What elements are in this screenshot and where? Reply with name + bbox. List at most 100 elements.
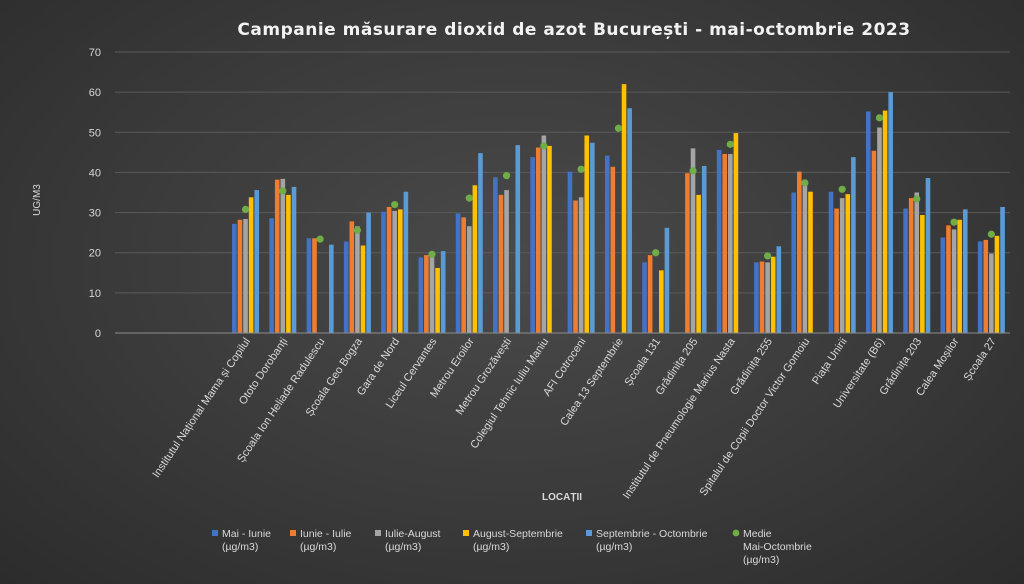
bar <box>994 235 1000 333</box>
bar <box>1000 206 1005 333</box>
bar <box>355 226 360 333</box>
legend-label: Septembrie - Octombrie <box>596 528 708 540</box>
bar <box>312 238 317 333</box>
bar <box>498 194 504 333</box>
bar <box>493 177 498 333</box>
bar <box>962 209 968 333</box>
average-point <box>279 187 287 195</box>
legend-swatch <box>290 530 296 536</box>
bar <box>776 246 782 333</box>
bar <box>243 218 248 333</box>
average-point <box>614 124 623 132</box>
bar <box>254 190 260 333</box>
bar <box>403 191 409 333</box>
bar <box>291 186 297 333</box>
y-tick-label: 30 <box>89 208 101 220</box>
bar <box>888 92 893 334</box>
bar <box>343 241 349 333</box>
average-point <box>950 218 958 226</box>
y-tick-label: 60 <box>89 87 101 99</box>
bar <box>808 191 813 333</box>
bar <box>839 198 845 333</box>
bar <box>286 194 291 333</box>
bar <box>659 270 664 333</box>
bar <box>515 145 521 333</box>
average-point <box>465 194 473 202</box>
y-tick-label: 10 <box>89 288 101 300</box>
legend-label: (µg/m3) <box>385 541 421 553</box>
legend-swatch <box>212 530 218 536</box>
average-point <box>764 252 772 260</box>
average-point <box>540 142 548 150</box>
bar <box>381 211 386 333</box>
bar <box>349 221 355 333</box>
legend-label: Medie <box>743 528 772 540</box>
y-tick-label: 70 <box>89 47 101 59</box>
category-label: Școala 131 <box>622 336 663 388</box>
bars <box>232 84 1005 334</box>
bar <box>455 213 461 333</box>
bar <box>733 133 739 333</box>
bar <box>845 194 851 333</box>
bar <box>877 127 882 334</box>
legend-swatch <box>586 530 592 536</box>
average-markers <box>241 114 995 260</box>
bar <box>232 223 237 333</box>
average-point <box>502 172 511 180</box>
y-axis-label: UG/M3 <box>32 184 43 216</box>
legend: Mai - Iunie(µg/m3)Iunie - Iulie(µg/m3)Iu… <box>212 528 812 566</box>
bar <box>690 148 696 333</box>
bar <box>989 253 994 333</box>
bar <box>306 238 312 333</box>
bar <box>472 185 478 333</box>
x-axis-label: LOCAȚII <box>542 492 582 503</box>
bar <box>925 178 931 333</box>
bar <box>647 255 653 333</box>
bar <box>584 135 590 333</box>
bar <box>541 135 547 333</box>
bar <box>478 153 483 333</box>
category-labels: Institutul Național Mama și CopilulOtoto… <box>150 335 998 501</box>
bar <box>280 178 286 333</box>
bar <box>765 262 770 333</box>
bar <box>957 219 962 333</box>
bar <box>424 255 429 333</box>
bar <box>701 166 707 333</box>
bar <box>642 262 647 333</box>
bar <box>386 206 392 333</box>
legend-label: (µg/m3) <box>222 541 258 553</box>
bar <box>754 262 759 333</box>
average-point <box>316 235 324 243</box>
legend-label: (µg/m3) <box>743 554 779 566</box>
bar <box>392 210 397 333</box>
bar <box>269 218 274 333</box>
legend-marker <box>732 529 740 537</box>
y-tick-label: 50 <box>89 127 101 139</box>
bar <box>828 191 834 333</box>
average-point <box>838 185 846 193</box>
bar <box>590 142 595 333</box>
legend-label: Iunie - Iulie <box>300 528 352 540</box>
bar <box>573 200 578 333</box>
legend-label: August-Septembrie <box>473 528 563 540</box>
average-point <box>241 205 250 213</box>
bar <box>418 257 424 333</box>
bar <box>946 225 951 333</box>
legend-swatch <box>375 530 381 536</box>
legend-label: (µg/m3) <box>473 541 509 553</box>
bar <box>664 227 670 333</box>
bar <box>274 179 280 333</box>
average-point <box>726 140 734 148</box>
bar <box>871 150 877 333</box>
y-tick-label: 40 <box>89 167 101 179</box>
bar <box>716 149 722 333</box>
bar <box>610 166 616 333</box>
y-axis-ticks: 0 10 20 30 40 50 60 70 <box>89 47 101 340</box>
bar <box>435 267 440 333</box>
bar <box>696 194 701 333</box>
bar <box>796 171 802 333</box>
bar <box>466 226 472 333</box>
category-label: Școala 27 <box>962 336 999 383</box>
average-point <box>577 165 585 173</box>
